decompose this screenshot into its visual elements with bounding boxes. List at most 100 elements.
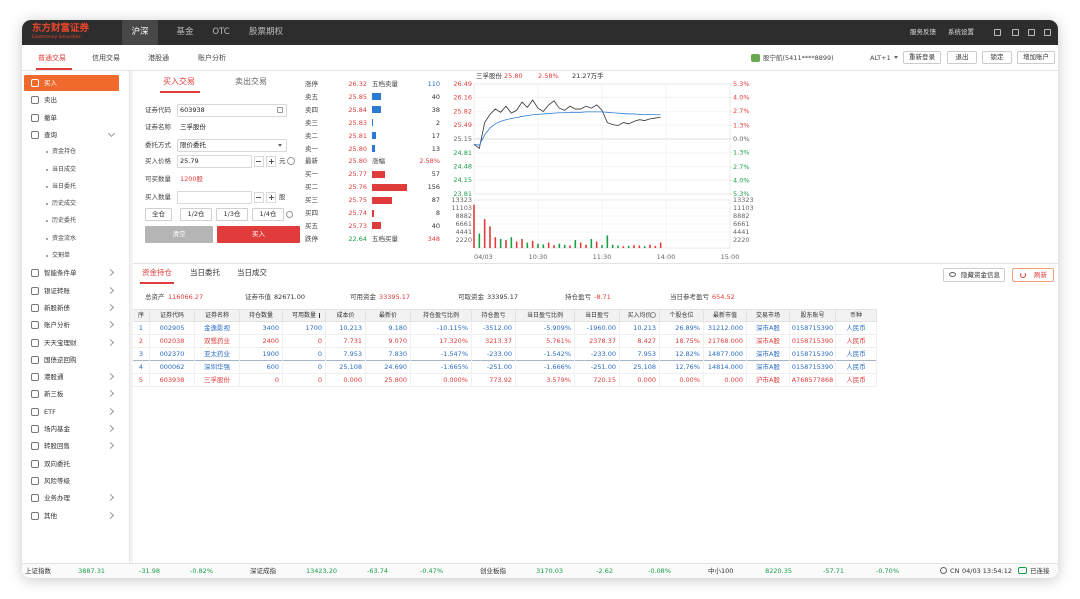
- window-icon[interactable]: [994, 29, 1001, 36]
- book-volume: 8: [435, 209, 440, 217]
- column-header[interactable]: 最新市值: [704, 310, 747, 322]
- stepper-plus[interactable]: [266, 192, 276, 203]
- table-cell: 2400: [240, 335, 283, 348]
- table-cell: 0.000: [704, 374, 747, 387]
- menu-item[interactable]: 港股通: [44, 373, 64, 382]
- input-box[interactable]: [177, 104, 287, 117]
- summary-value: 33395.17: [487, 293, 519, 301]
- submenu-item[interactable]: 当日成交: [52, 165, 77, 173]
- column-header[interactable]: 持仓盈亏: [472, 310, 516, 322]
- top-link[interactable]: 服务反馈: [910, 28, 936, 36]
- table-cell: -233.00: [575, 348, 620, 361]
- minus-glyph: [256, 197, 261, 198]
- column-header[interactable]: 交易市场: [747, 310, 790, 322]
- clear-button[interactable]: 清空: [145, 226, 213, 243]
- input-box[interactable]: [177, 139, 287, 152]
- sub-tab[interactable]: 账户分析: [198, 54, 226, 62]
- column-header[interactable]: 成本价: [326, 310, 366, 322]
- plus-glyph-v: [270, 195, 272, 200]
- top-tab[interactable]: 股票期权: [248, 27, 283, 37]
- menu-item[interactable]: 银证转账: [44, 286, 70, 295]
- table-cell: 002905: [150, 322, 195, 335]
- input-box[interactable]: [177, 191, 252, 204]
- menu-item[interactable]: 国债逆回购: [44, 355, 77, 364]
- menu-item[interactable]: 业务办理: [44, 494, 70, 503]
- book-price: 25.75: [348, 196, 367, 205]
- window-icon[interactable]: [1028, 29, 1035, 36]
- column-header[interactable]: 持仓盈亏比例: [411, 310, 472, 322]
- top-tab[interactable]: 沪深: [122, 20, 158, 45]
- stepper-minus[interactable]: [254, 156, 264, 167]
- hotkey[interactable]: ALT+1: [870, 54, 891, 62]
- book-side-value: 348: [427, 234, 440, 243]
- submenu-item[interactable]: 当日委托: [52, 182, 77, 190]
- window-icon[interactable]: [1044, 29, 1051, 36]
- column-header[interactable]: 持仓数量: [240, 310, 283, 322]
- header-button[interactable]: 退出: [947, 51, 977, 64]
- column-header[interactable]: 个股仓位: [660, 310, 704, 322]
- menu-item[interactable]: 其他: [44, 511, 57, 520]
- menu-item[interactable]: ETF: [44, 407, 56, 416]
- column-header[interactable]: 当日盈亏: [575, 310, 620, 322]
- table-cell: 0: [283, 374, 326, 387]
- top-tab[interactable]: OTC: [212, 27, 230, 37]
- position-button[interactable]: 1/3仓: [216, 208, 248, 221]
- hide-icon: [949, 272, 956, 277]
- menu-item[interactable]: 双向委托: [44, 459, 70, 468]
- column-header[interactable]: 最新价: [366, 310, 411, 322]
- column-header[interactable]: 买入均价: [620, 310, 660, 322]
- positions-tab[interactable]: 当日成交: [237, 268, 267, 277]
- submenu-item[interactable]: 历史委托: [52, 217, 77, 225]
- menu-item[interactable]: 买入: [44, 79, 57, 87]
- menu-item[interactable]: 账户分析: [44, 321, 70, 330]
- menu-item[interactable]: 风险等级: [44, 476, 70, 485]
- top-tab[interactable]: 基金: [176, 27, 194, 37]
- hide-button[interactable]: 隐藏资金信息: [943, 268, 1005, 282]
- column-header[interactable]: 股东账号: [790, 310, 836, 322]
- menu-item[interactable]: 撤单: [44, 113, 57, 122]
- position-button[interactable]: 全仓: [145, 208, 172, 221]
- column-header[interactable]: 币种: [836, 310, 877, 322]
- column-header[interactable]: 证券名称: [195, 310, 240, 322]
- menu-item[interactable]: 查询: [44, 130, 57, 139]
- column-header[interactable]: 可用数量: [283, 310, 326, 322]
- column-header[interactable]: 证券代码: [150, 310, 195, 322]
- submenu-item[interactable]: 资金持仓: [52, 148, 77, 156]
- submenu-item[interactable]: 资金流水: [52, 234, 77, 242]
- position-button[interactable]: 1/4仓: [252, 208, 284, 221]
- header-button[interactable]: 锁定: [982, 51, 1012, 64]
- stepper-minus[interactable]: [254, 192, 264, 203]
- menu-item[interactable]: 转股回售: [44, 442, 70, 451]
- menu-item[interactable]: 新股新债: [44, 303, 70, 312]
- form-tab[interactable]: 卖出交易: [235, 77, 267, 86]
- sub-tab[interactable]: 信用交易: [92, 54, 120, 62]
- column-header[interactable]: 序: [133, 310, 150, 322]
- refresh-button[interactable]: 刷新: [1012, 268, 1054, 282]
- menu-item[interactable]: 场内基金: [44, 425, 70, 433]
- table-cell: -1960.00: [575, 322, 620, 335]
- positions-tab[interactable]: 资金持仓: [142, 268, 172, 277]
- menu-item[interactable]: 卖出: [44, 96, 57, 105]
- menu-item[interactable]: 智能条件单: [44, 269, 77, 278]
- y-tick-label: 23.81: [453, 190, 472, 198]
- window-icon[interactable]: [1012, 29, 1019, 36]
- input-box[interactable]: [177, 155, 252, 168]
- menu-item[interactable]: 新三板: [44, 390, 64, 399]
- volume-bar: [372, 132, 376, 140]
- submenu-item[interactable]: 交割单: [52, 252, 71, 259]
- volume-tick-label-right: 8882: [733, 212, 750, 220]
- sub-tab[interactable]: 普通交易: [38, 54, 66, 62]
- table-cell: 0.000%: [411, 374, 472, 387]
- column-header[interactable]: 当日盈亏比例: [516, 310, 575, 322]
- positions-tab[interactable]: 当日委托: [190, 268, 220, 277]
- form-tab[interactable]: 买入交易: [163, 77, 195, 86]
- stepper-plus[interactable]: [266, 156, 276, 167]
- position-button[interactable]: 1/2仓: [180, 208, 212, 221]
- submit-button[interactable]: 买入: [217, 226, 300, 243]
- top-link[interactable]: 系统设置: [948, 28, 974, 36]
- header-button[interactable]: 重新登录: [903, 51, 941, 64]
- menu-item[interactable]: 天天宝理财: [44, 338, 77, 347]
- header-button[interactable]: 增加账户: [1017, 51, 1055, 64]
- submenu-item[interactable]: 历史成交: [52, 200, 77, 208]
- sub-tab[interactable]: 港股通: [148, 54, 169, 62]
